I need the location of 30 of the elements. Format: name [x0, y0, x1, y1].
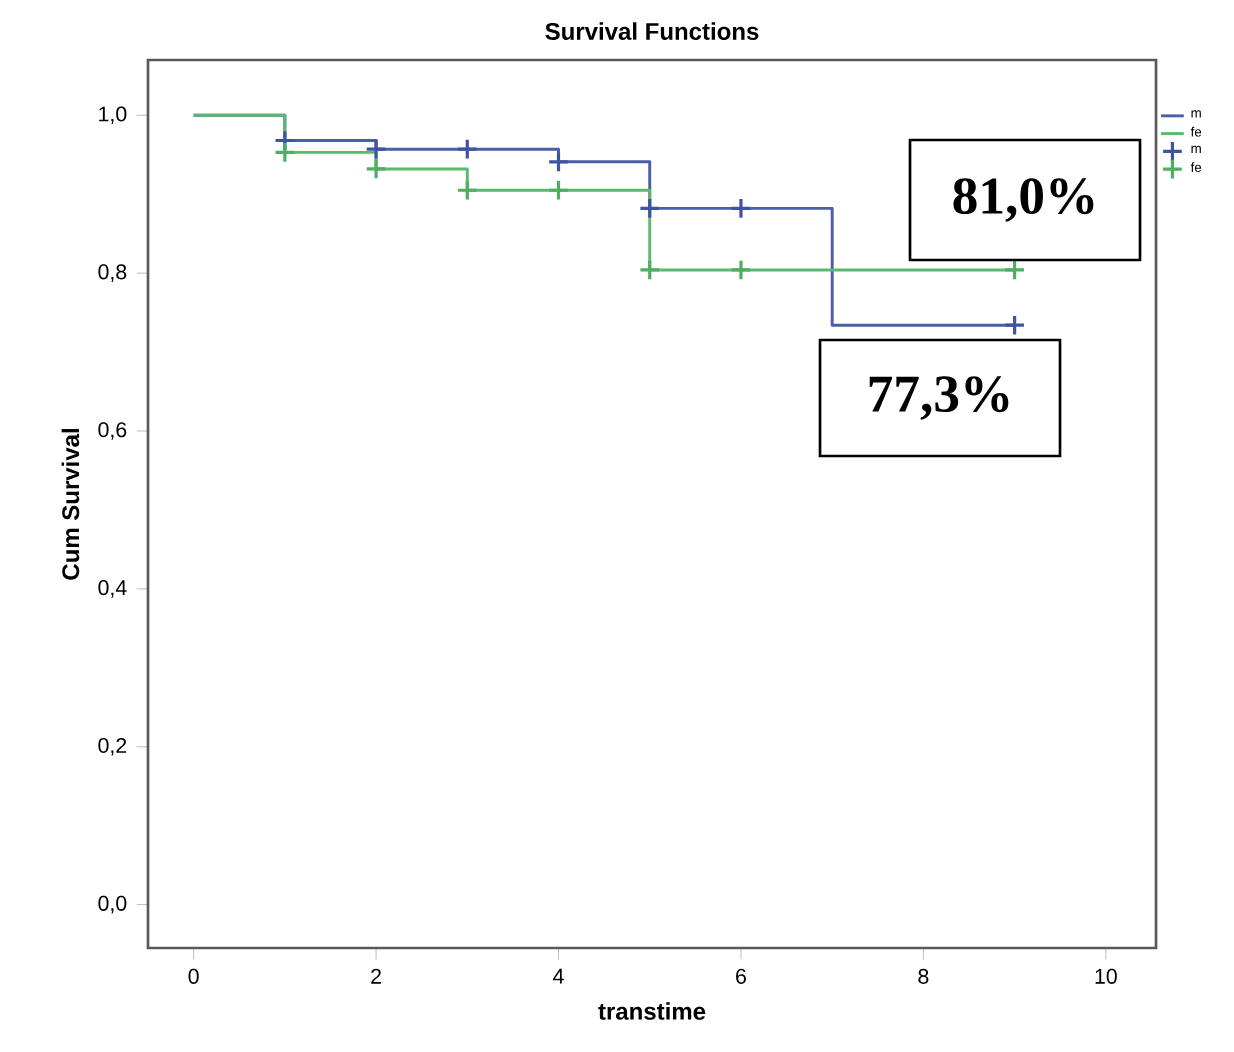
point: [547, 150, 570, 173]
point: [1003, 259, 1026, 281]
point: [456, 138, 479, 161]
chart-title: Survival Functions: [545, 22, 759, 40]
point: [1003, 314, 1026, 337]
y-tick-label: 0,4: [98, 580, 127, 598]
y-tick-label: 0,6: [98, 422, 127, 440]
point: [365, 157, 387, 180]
y-axis-title: Cum Survival: [61, 429, 80, 580]
y-tick-label: 1,0: [99, 106, 127, 125]
y-tick-label: 0,8: [98, 264, 127, 282]
point: [547, 179, 570, 202]
point: [730, 259, 752, 281]
y-tick-label: 0,2: [98, 737, 127, 756]
point: [638, 197, 661, 220]
x-tick-label: 4: [553, 968, 564, 984]
x-tick-label: 6: [736, 968, 746, 984]
x-axis-title: transtime: [598, 1002, 706, 1020]
point: [273, 141, 296, 164]
y-tick-label: 0,0: [98, 895, 127, 914]
annotation: 81,0%: [953, 178, 1094, 222]
x-tick-label: 2: [371, 968, 381, 984]
x-tick-label: 0: [188, 968, 199, 984]
point: [730, 197, 752, 220]
x-tick-label: 8: [918, 968, 929, 984]
point: [365, 138, 387, 161]
point: [638, 259, 661, 281]
annotation: 77,3%: [869, 376, 1009, 420]
point: [456, 179, 479, 202]
x-tick-label: 10: [1095, 968, 1117, 984]
